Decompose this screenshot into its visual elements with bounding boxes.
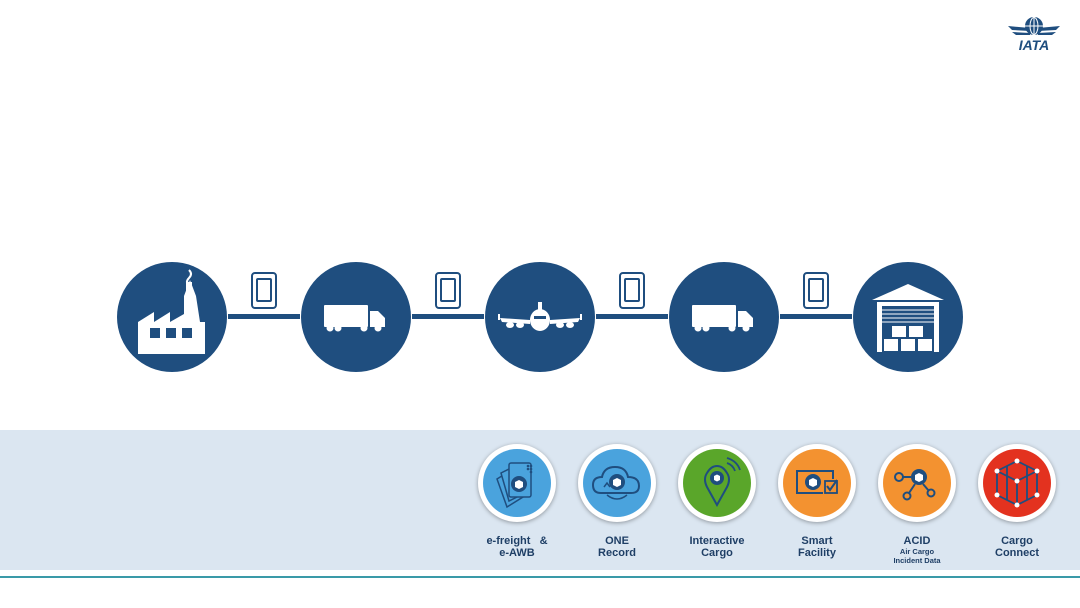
solution-label-line1: ONE [605, 535, 629, 547]
solution-label-line2: e-AWB [499, 547, 535, 559]
solution-label: Interactive Cargo [662, 535, 772, 559]
truck-icon [324, 305, 385, 332]
bottom-accent-line [0, 576, 1080, 578]
solution-label-line2: Connect [995, 547, 1039, 559]
solution-label-line1: Interactive [689, 535, 745, 547]
solution-label: Smart Facility [762, 535, 872, 559]
solution-label-line2: Air Cargo [899, 547, 935, 556]
solution-label: e-freight & e-AWB [462, 535, 572, 559]
solution-label-line1: e-freight & [486, 535, 548, 547]
tablet-icon [435, 272, 461, 309]
solution-badge [978, 444, 1056, 522]
airplane-node [485, 262, 595, 372]
warehouse-node [853, 262, 963, 372]
solution-label-line2: Cargo [701, 547, 733, 559]
solution-label: Cargo Connect [962, 535, 1072, 559]
iata-logo: IATA [1004, 12, 1064, 54]
tablet-icon [803, 272, 829, 309]
solution-badge [578, 444, 656, 522]
warehouse-icon [872, 284, 944, 352]
airplane-icon [498, 302, 582, 331]
chain-connector-line [228, 314, 300, 319]
solution-badge [678, 444, 756, 522]
solution-badge [778, 444, 856, 522]
supply-chain-diagram [117, 262, 963, 372]
chain-connector-line [412, 314, 484, 319]
chain-connector-line [596, 314, 668, 319]
iata-logo-text: IATA [1019, 37, 1050, 53]
truck-icon [692, 305, 753, 332]
solution-label-line2: Record [598, 547, 636, 559]
solution-label: ACID Air Cargo Incident Data [862, 535, 972, 565]
solution-badge [878, 444, 956, 522]
solution-label-line1: Smart [801, 535, 833, 547]
solution-label-line1: Cargo [1001, 535, 1033, 547]
tablet-icon [251, 272, 277, 309]
tablet-icon [619, 272, 645, 309]
solution-badge [478, 444, 556, 522]
solution-label: ONE Record [562, 535, 672, 559]
solution-label-sub: Incident Data [893, 556, 941, 565]
truck-node-2 [669, 262, 779, 372]
chain-connector-line [780, 314, 852, 319]
solution-label-line1: ACID [903, 535, 931, 547]
solution-label-line2: Facility [798, 547, 836, 559]
factory-node [117, 262, 227, 372]
truck-node-1 [301, 262, 411, 372]
